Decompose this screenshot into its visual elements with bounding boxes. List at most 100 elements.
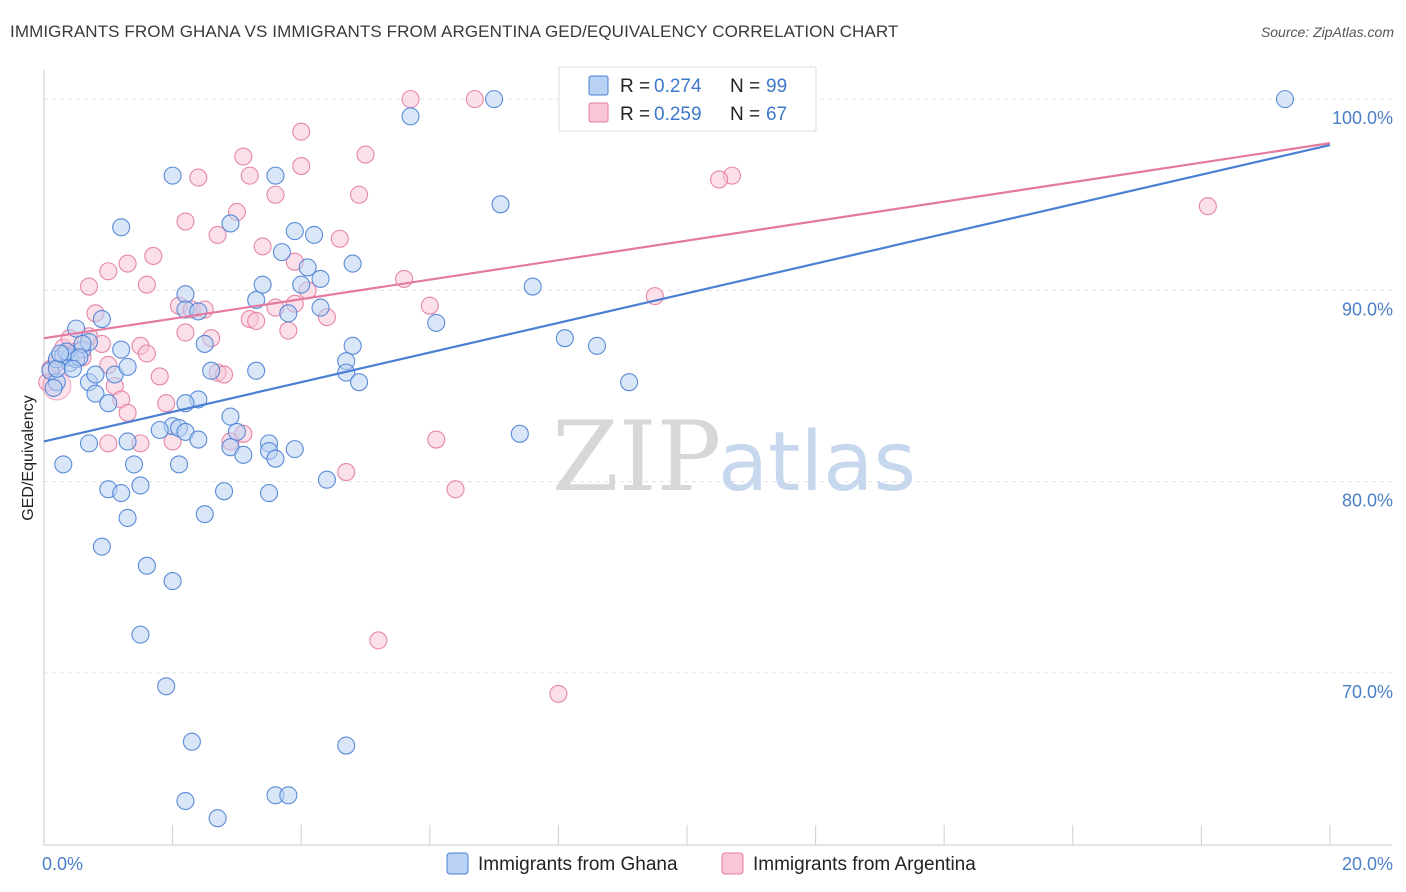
data-point-ghana <box>86 365 105 384</box>
data-point-ghana <box>427 313 446 332</box>
data-point-ghana <box>485 90 504 109</box>
data-point-argentina <box>79 277 99 296</box>
data-point-argentina <box>1198 197 1217 216</box>
bottom-legend-argentina-label: Immigrants from Argentina <box>753 854 976 875</box>
data-point-ghana <box>182 732 201 751</box>
data-point-argentina <box>247 311 266 331</box>
bottom-legend: Immigrants from Ghana Immigrants from Ar… <box>446 852 976 875</box>
data-point-argentina <box>427 430 446 449</box>
x-tick-label: 0.0% <box>42 854 83 874</box>
data-point-ghana <box>253 275 272 294</box>
data-point-argentina <box>549 684 568 703</box>
data-point-ghana <box>99 394 118 413</box>
data-point-ghana <box>1275 90 1295 109</box>
data-point-argentina <box>356 145 375 164</box>
data-point-argentina <box>99 434 118 453</box>
data-point-argentina <box>266 185 285 204</box>
y-tick-label: 70.0% <box>1342 682 1393 702</box>
watermark-atlas: atlas <box>718 415 916 510</box>
legend-ghana-n-label: N = <box>730 76 760 97</box>
data-point-ghana <box>169 455 189 474</box>
data-point-argentina <box>208 225 227 244</box>
data-point-ghana <box>118 432 137 451</box>
legend-ghana-swatch <box>588 75 609 96</box>
data-point-ghana <box>157 677 176 696</box>
series-ghana-points <box>41 90 1295 828</box>
data-point-argentina <box>420 296 439 315</box>
data-point-ghana <box>112 218 131 237</box>
data-point-ghana <box>227 422 246 441</box>
data-point-ghana <box>189 302 208 321</box>
data-point-argentina <box>401 90 420 109</box>
data-point-argentina <box>369 631 388 650</box>
y-tick-labels: 100.0% 90.0% 80.0% 70.0% <box>1332 108 1393 702</box>
data-point-ghana <box>350 373 369 392</box>
data-point-ghana <box>305 225 324 244</box>
data-point-ghana <box>311 269 330 288</box>
data-point-ghana <box>279 304 298 323</box>
data-point-ghana <box>163 166 182 185</box>
legend-ghana-n-value: 99 <box>766 76 787 97</box>
data-point-argentina <box>240 166 259 185</box>
bottom-legend-ghana-label: Immigrants from Ghana <box>478 854 678 875</box>
data-point-argentina <box>144 246 163 265</box>
legend-ghana-r-label: R = <box>620 76 650 97</box>
data-point-ghana <box>523 277 542 296</box>
data-point-argentina <box>118 254 137 273</box>
bottom-legend-argentina-swatch <box>721 852 744 875</box>
data-point-ghana <box>131 476 150 495</box>
data-point-argentina <box>292 122 311 141</box>
data-point-ghana <box>298 258 317 277</box>
bottom-legend-ghana-swatch <box>446 852 469 875</box>
data-point-argentina <box>279 321 298 340</box>
data-point-ghana <box>86 384 105 403</box>
data-point-ghana <box>195 505 214 524</box>
series-argentina-points <box>38 90 1217 703</box>
data-point-ghana <box>44 378 63 397</box>
data-point-argentina <box>118 403 137 422</box>
data-point-argentina <box>189 168 208 187</box>
data-point-argentina <box>330 229 349 248</box>
watermark-zip: ZIP <box>552 401 721 513</box>
data-point-ghana <box>51 344 70 363</box>
data-point-ghana <box>112 484 131 503</box>
trend-line-ghana <box>43 143 1331 443</box>
y-tick-label: 80.0% <box>1342 491 1393 511</box>
data-point-ghana <box>137 556 156 575</box>
data-point-ghana <box>285 440 304 459</box>
y-tick-label: 90.0% <box>1342 299 1393 319</box>
data-point-ghana <box>195 334 214 353</box>
data-point-ghana <box>510 424 529 443</box>
data-point-ghana <box>112 340 131 359</box>
trend-line-argentina <box>43 142 1331 340</box>
data-point-ghana <box>285 222 304 241</box>
data-point-ghana <box>221 214 240 233</box>
data-point-argentina <box>465 90 484 109</box>
data-point-argentina <box>253 237 272 256</box>
legend-argentina-n-label: N = <box>730 104 760 125</box>
legend-argentina-r-value: 0.259 <box>654 104 702 125</box>
data-point-argentina <box>234 147 253 166</box>
data-point-ghana <box>92 310 111 329</box>
data-point-ghana <box>176 791 195 811</box>
data-point-argentina <box>710 170 729 189</box>
data-point-ghana <box>343 336 362 355</box>
data-point-ghana <box>555 329 574 348</box>
trend-lines <box>43 142 1331 443</box>
legend-argentina-r-label: R = <box>620 104 650 125</box>
data-point-ghana <box>118 508 137 528</box>
data-point-ghana <box>343 254 362 273</box>
data-point-ghana <box>279 786 298 805</box>
data-point-ghana <box>247 290 266 309</box>
data-point-argentina <box>99 262 118 281</box>
axes <box>43 70 1392 846</box>
data-point-ghana <box>189 430 208 449</box>
data-point-argentina <box>176 323 195 342</box>
data-point-ghana <box>63 359 82 378</box>
data-point-ghana <box>317 470 336 489</box>
data-point-ghana <box>54 455 73 474</box>
source-label: Source: ZipAtlas.com <box>1260 24 1394 40</box>
data-point-ghana <box>247 361 266 380</box>
data-point-ghana <box>292 275 311 294</box>
